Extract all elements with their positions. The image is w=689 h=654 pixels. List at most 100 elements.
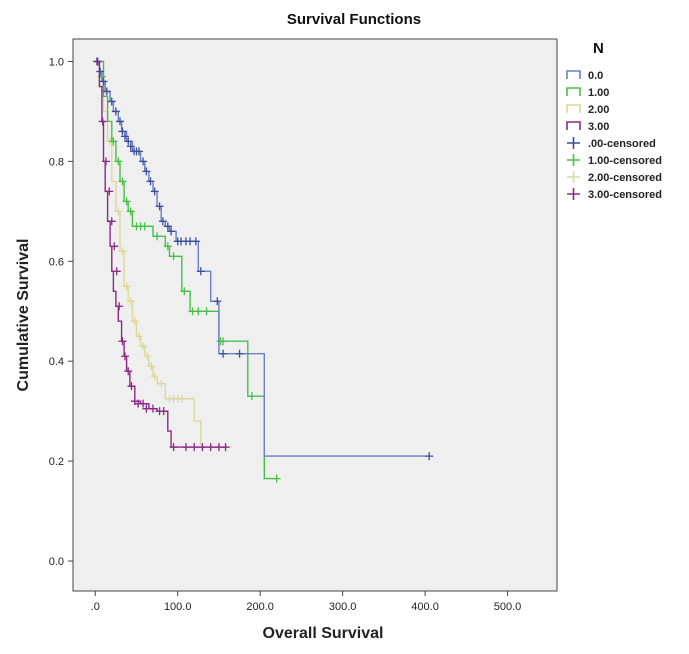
censor-mark — [118, 127, 127, 136]
legend-censor-swatch — [567, 188, 580, 200]
censor-mark — [114, 207, 123, 216]
legend-entry: 3.00-censored — [567, 188, 662, 201]
censor-mark — [140, 222, 149, 231]
censor-mark — [150, 187, 159, 196]
x-tick-label: 500.0 — [494, 601, 522, 613]
legend-censor-swatch — [567, 154, 580, 166]
legend-entry: .00-censored — [567, 137, 656, 150]
censor-mark — [130, 317, 139, 326]
legend-label: 1.00 — [588, 87, 609, 99]
y-tick-label: 1.0 — [49, 56, 64, 68]
legend-line-swatch — [566, 87, 581, 96]
censor-mark — [112, 267, 121, 276]
x-tick-label: .0 — [91, 601, 100, 613]
x-tick-label: 100.0 — [164, 601, 192, 613]
y-axis-title: Cumulative Survival — [15, 239, 32, 392]
legend-entry: 3.00 — [566, 121, 609, 133]
censor-mark — [158, 217, 167, 226]
censor-mark — [126, 142, 135, 151]
censor-mark — [169, 252, 178, 261]
censor-mark — [105, 187, 114, 196]
censor-mark — [247, 392, 256, 401]
censor-mark — [96, 67, 105, 76]
legend-censor-swatch — [567, 171, 580, 183]
censor-mark — [206, 443, 215, 452]
censor-mark — [110, 242, 119, 251]
censor-mark — [219, 349, 228, 358]
legend-line-swatch — [566, 70, 581, 79]
censor-mark — [221, 443, 230, 452]
censor-mark — [190, 443, 199, 452]
censor-mark — [163, 242, 172, 251]
legend-line-swatch — [566, 121, 581, 130]
legend-label: 3.00-censored — [588, 189, 662, 201]
censor-mark — [126, 207, 135, 216]
censor-mark — [157, 379, 166, 388]
censor-mark — [202, 307, 211, 316]
y-tick-label: 0.2 — [49, 456, 64, 468]
censor-mark — [181, 443, 190, 452]
censor-mark — [127, 382, 136, 391]
censor-mark — [169, 443, 178, 452]
censor-mark — [146, 177, 155, 186]
censor-mark — [219, 337, 228, 346]
censor-mark — [107, 217, 116, 226]
legend-title: N — [593, 40, 604, 57]
censor-mark — [118, 337, 127, 346]
censor-mark — [134, 147, 143, 156]
legend-label: 2.00 — [588, 104, 609, 116]
censor-mark — [122, 197, 131, 206]
x-axis: .0 100.0 200.0 300.0 400.0 500.0 — [91, 591, 522, 613]
censor-mark — [98, 117, 107, 126]
legend-entry: 1.00-censored — [567, 154, 662, 167]
censor-mark — [235, 349, 244, 358]
censor-mark — [124, 137, 133, 146]
legend-censor-swatch — [567, 137, 580, 149]
legend-label: .00-censored — [588, 138, 656, 150]
censor-mark — [143, 352, 152, 361]
censor-mark — [115, 302, 124, 311]
censor-mark — [120, 132, 129, 141]
censor-mark — [93, 57, 102, 66]
censor-mark — [142, 167, 151, 176]
censor-mark — [109, 137, 118, 146]
legend-label: 2.00-censored — [588, 172, 662, 184]
censor-mark — [122, 282, 131, 291]
censor-mark — [99, 77, 108, 86]
legend-entry: 2.00 — [566, 104, 609, 116]
censor-mark — [150, 372, 159, 381]
censor-mark — [102, 87, 111, 96]
censor-mark — [425, 452, 434, 461]
censor-mark — [213, 297, 222, 306]
censor-mark — [139, 399, 148, 408]
legend-entry: 2.00-censored — [567, 171, 662, 184]
censor-mark — [194, 307, 203, 316]
censor-mark — [196, 267, 205, 276]
y-axis: 0.0 0.2 0.4 0.6 0.8 1.0 — [49, 56, 73, 568]
censor-mark — [159, 407, 168, 416]
series-layer — [92, 57, 434, 483]
legend: N 0.0 1.00 2.00 3.00 .00-censored 1.00-censor… — [566, 40, 662, 201]
censor-mark — [134, 332, 143, 341]
x-tick-label: 400.0 — [411, 601, 439, 613]
censor-mark — [163, 222, 172, 231]
plot-area — [72, 38, 558, 592]
x-tick-label: 200.0 — [246, 601, 274, 613]
censor-mark — [139, 157, 148, 166]
censor-mark — [155, 202, 164, 211]
legend-entry: 1.00 — [566, 87, 609, 99]
censor-mark — [139, 342, 148, 351]
censor-mark — [147, 362, 156, 371]
censor-mark — [114, 157, 123, 166]
censor-mark — [115, 117, 124, 126]
censor-mark — [180, 287, 189, 296]
censor-mark — [111, 107, 120, 116]
chart-title: Survival Functions — [287, 11, 421, 28]
y-tick-label: 0.8 — [49, 156, 64, 168]
censor-mark — [101, 157, 110, 166]
censor-mark — [272, 474, 281, 483]
x-axis-title: Overall Survival — [263, 625, 384, 642]
series-0.0 — [92, 57, 434, 461]
legend-entry: 0.0 — [566, 70, 603, 82]
